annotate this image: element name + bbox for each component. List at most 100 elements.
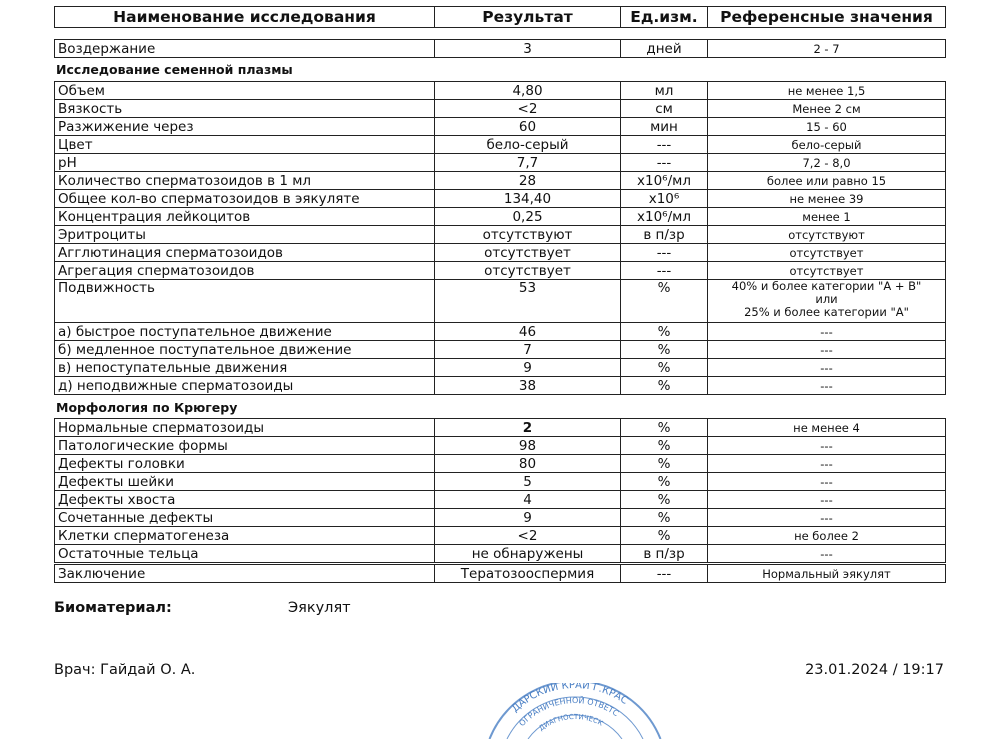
header-row: Наименование исследования Результат Ед.и… <box>54 6 946 28</box>
row-result: отсутствует <box>434 243 621 262</box>
row-unit: % <box>620 340 708 359</box>
row-result: 53 <box>434 279 621 323</box>
row-ref: не менее 1,5 <box>707 81 946 100</box>
row-name: Нормальные сперматозоиды <box>54 418 435 437</box>
row-unit: % <box>620 436 708 455</box>
stamp-text-core: ДИАГНОСТИЧЕСК <box>538 713 605 733</box>
table-row: в) непоступательные движения 9% --- <box>54 358 946 377</box>
row-name: Заключение <box>54 564 435 583</box>
row-result: Тератозооспермия <box>434 564 621 583</box>
row-result: 2 <box>434 418 621 437</box>
table-row: Агглютинация сперматозоидов отсутствует --… <box>54 243 946 262</box>
row-ref: --- <box>707 472 946 491</box>
row-unit: мл <box>620 81 708 100</box>
header-name: Наименование исследования <box>54 6 435 28</box>
ref-line: или <box>815 292 838 306</box>
row-result: 5 <box>434 472 621 491</box>
header-table: Наименование исследования Результат Ед.и… <box>54 6 946 28</box>
table-row-motility: Подвижность 53 % 40% и более категории "… <box>54 279 946 323</box>
row-ref: менее 1 <box>707 207 946 226</box>
row-name: Агглютинация сперматозоидов <box>54 243 435 262</box>
row-ref: 40% и более категории "A + B" или 25% и бо… <box>707 279 946 323</box>
row-name: Остаточные тельца <box>54 544 435 563</box>
table-row: д) неподвижные сперматозоиды 38% --- <box>54 376 946 395</box>
row-ref: Менее 2 см <box>707 99 946 118</box>
row-result: 46 <box>434 322 621 341</box>
row-name: pH <box>54 153 435 172</box>
morphology-table: Нормальные сперматозоиды 2% не менее 4 Пато… <box>54 418 946 563</box>
row-result: 38 <box>434 376 621 395</box>
row-unit: x10⁶/мл <box>620 171 708 190</box>
row-name: Сочетанные дефекты <box>54 508 435 527</box>
row-ref: отсутствуют <box>707 225 946 244</box>
row-result: 60 <box>434 117 621 136</box>
ref-line: 25% и более категории "A" <box>744 305 909 319</box>
row-ref: --- <box>707 436 946 455</box>
row-name: Дефекты головки <box>54 454 435 473</box>
row-ref: --- <box>707 322 946 341</box>
row-name: Дефекты хвоста <box>54 490 435 509</box>
row-ref: 7,2 - 8,0 <box>707 153 946 172</box>
section-heading-plasma: Исследование семенной плазмы <box>56 62 293 77</box>
stamp: ДАРСКИЙ КРАЙ Г.КРАС ОГРАНИЧЕННОЙ ОТВЕТС … <box>488 683 662 739</box>
table-row: Остаточные тельца не обнаружены в п/зр --- <box>54 544 946 563</box>
stamp-outer-ring <box>488 683 662 739</box>
row-ref: бело-серый <box>707 135 946 154</box>
row-result: 134,40 <box>434 189 621 208</box>
table-row: Воздержание 3 дней 2 - 7 <box>54 39 946 58</box>
row-name: Дефекты шейки <box>54 472 435 491</box>
table-row: Цвет бело-серый --- бело-серый <box>54 135 946 154</box>
row-unit: --- <box>620 135 708 154</box>
header-unit: Ед.изм. <box>620 6 708 28</box>
row-ref: --- <box>707 358 946 377</box>
table-row: Разжижение через 60 мин 15 - 60 <box>54 117 946 136</box>
row-ref: --- <box>707 508 946 527</box>
row-unit: % <box>620 454 708 473</box>
row-result: отсутствуют <box>434 225 621 244</box>
row-unit: --- <box>620 153 708 172</box>
row-name: в) непоступательные движения <box>54 358 435 377</box>
row-result: отсутствует <box>434 261 621 280</box>
row-unit: % <box>620 526 708 545</box>
row-ref: отсутствует <box>707 243 946 262</box>
row-name: Вязкость <box>54 99 435 118</box>
row-ref: более или равно 15 <box>707 171 946 190</box>
row-unit: % <box>620 376 708 395</box>
conclusion-table: Заключение Тератозооспермия --- Нормальн… <box>54 564 946 583</box>
row-unit: мин <box>620 117 708 136</box>
stamp-inner-ring <box>527 714 623 739</box>
table-row: Сочетанные дефекты 9% --- <box>54 508 946 527</box>
table-row-conclusion: Заключение Тератозооспермия --- Нормальн… <box>54 564 946 583</box>
results-table: Объем 4,80 мл не менее 1,5 Вязкость <2 см Менее… <box>54 81 946 395</box>
row-result: 3 <box>434 39 621 58</box>
table-row: Дефекты шейки 5% --- <box>54 472 946 491</box>
table-row: Концентрация лейкоцитов 0,25 x10⁶/мл менее … <box>54 207 946 226</box>
table-row: Патологические формы 98% --- <box>54 436 946 455</box>
table-row: pH 7,7 --- 7,2 - 8,0 <box>54 153 946 172</box>
row-name: Разжижение через <box>54 117 435 136</box>
row-name: а) быстрое поступательное движение <box>54 322 435 341</box>
row-ref: Нормальный эякулят <box>707 564 946 583</box>
row-name: Объем <box>54 81 435 100</box>
stamp-middle-ring <box>506 696 644 739</box>
table-row: Эритроциты отсутствуют в п/зр отсутствуют <box>54 225 946 244</box>
table-row: Дефекты хвоста 4% --- <box>54 490 946 509</box>
datetime: 23.01.2024 / 19:17 <box>805 662 944 678</box>
row-unit: % <box>620 490 708 509</box>
row-unit: % <box>620 322 708 341</box>
row-name: Воздержание <box>54 39 435 58</box>
row-unit: % <box>620 358 708 377</box>
ref-line: 40% и более категории "A + B" <box>731 279 922 293</box>
header-reference: Референсные значения <box>707 6 946 28</box>
row-result: 9 <box>434 358 621 377</box>
row-unit: % <box>620 472 708 491</box>
row-name: б) медленное поступательное движение <box>54 340 435 359</box>
row-ref: --- <box>707 454 946 473</box>
row-name: Клетки сперматогенеза <box>54 526 435 545</box>
row-unit: в п/зр <box>620 225 708 244</box>
row-unit: x10⁶ <box>620 189 708 208</box>
table-row: Нормальные сперматозоиды 2% не менее 4 <box>54 418 946 437</box>
table-row: б) медленное поступательное движение 7% --… <box>54 340 946 359</box>
row-result: не обнаружены <box>434 544 621 563</box>
table-row: Клетки сперматогенеза <2% не более 2 <box>54 526 946 545</box>
